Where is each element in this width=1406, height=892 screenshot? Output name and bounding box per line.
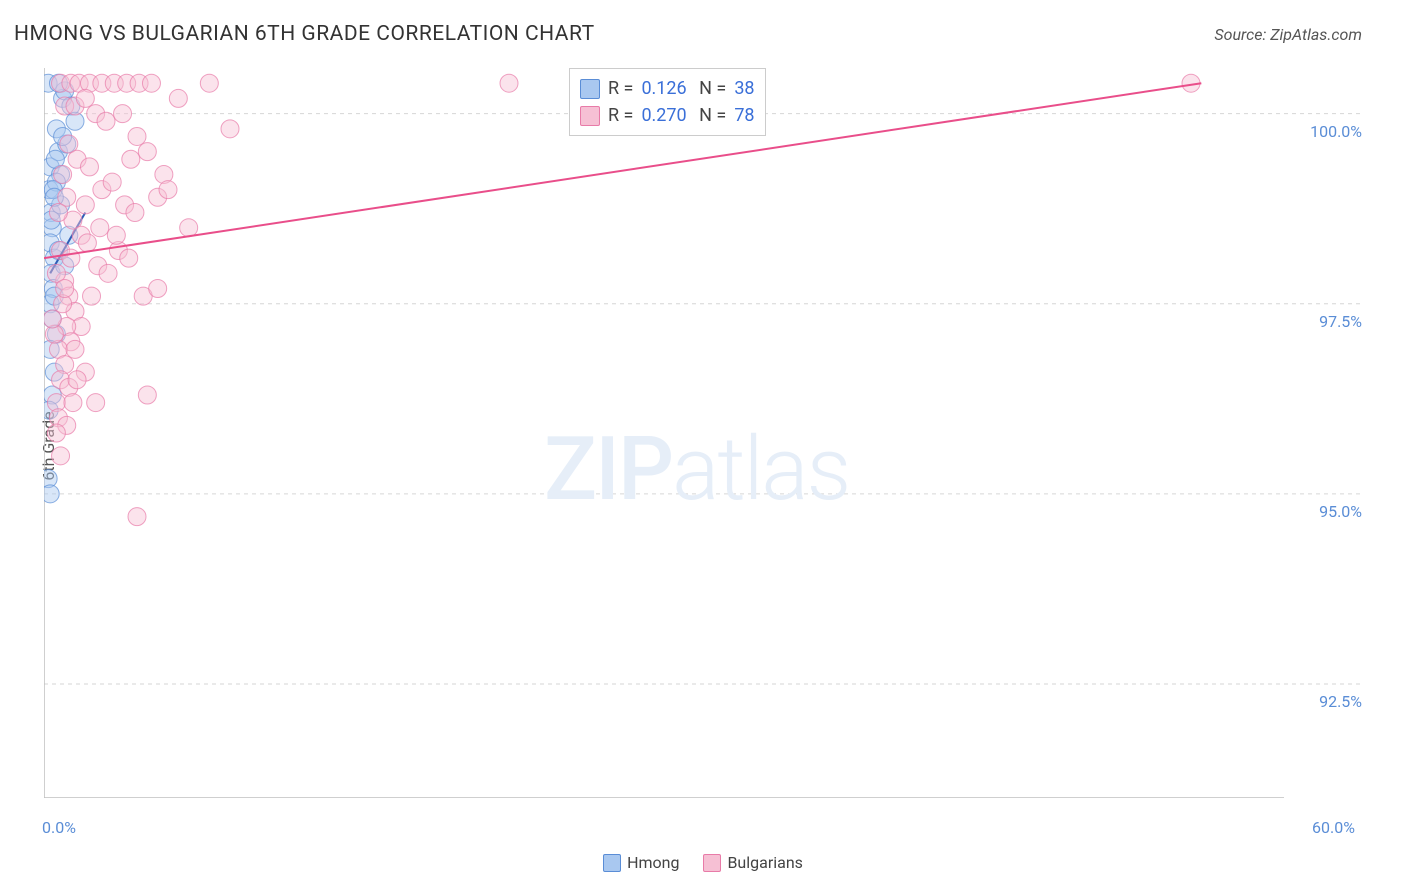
n-label: N = <box>695 102 727 129</box>
n-value-hmong: 38 <box>734 75 754 102</box>
r-label: R = <box>608 102 633 129</box>
stat-row-bulgarians: R = 0.270 N = 78 <box>580 102 755 129</box>
y-tick-label: 92.5% <box>1319 692 1362 711</box>
r-value-bulgarians: 0.270 <box>641 102 686 129</box>
x-tick-label: 0.0% <box>42 818 76 837</box>
chart-header: HMONG VS BULGARIAN 6TH GRADE CORRELATION… <box>0 0 1406 46</box>
legend-swatch-hmong <box>603 854 621 872</box>
stat-row-hmong: R = 0.126 N = 38 <box>580 75 755 102</box>
legend-item-bulgarians: Bulgarians <box>703 853 802 872</box>
stats-legend-box: R = 0.126 N = 38 R = 0.270 N = 78 <box>569 68 766 136</box>
scatter-plot <box>44 68 1362 798</box>
chart-source: Source: ZipAtlas.com <box>1214 25 1392 44</box>
bottom-legend: Hmong Bulgarians <box>0 853 1406 872</box>
n-value-bulgarians: 78 <box>734 102 754 129</box>
legend-item-hmong: Hmong <box>603 853 679 872</box>
y-tick-label: 97.5% <box>1319 312 1362 331</box>
legend-label-hmong: Hmong <box>627 853 679 872</box>
legend-label-bulgarians: Bulgarians <box>727 853 802 872</box>
x-tick-label: 60.0% <box>1312 818 1355 837</box>
chart-title: HMONG VS BULGARIAN 6TH GRADE CORRELATION… <box>14 22 595 46</box>
swatch-hmong <box>580 79 600 99</box>
swatch-bulgarians <box>580 106 600 126</box>
chart-area: ZIPatlas R = 0.126 N = 38 R = 0.270 N = … <box>44 68 1362 842</box>
y-tick-label: 100.0% <box>1310 122 1362 141</box>
r-value-hmong: 0.126 <box>641 75 686 102</box>
y-tick-label: 95.0% <box>1319 502 1362 521</box>
n-label: N = <box>695 75 727 102</box>
legend-swatch-bulgarians <box>703 854 721 872</box>
r-label: R = <box>608 75 633 102</box>
